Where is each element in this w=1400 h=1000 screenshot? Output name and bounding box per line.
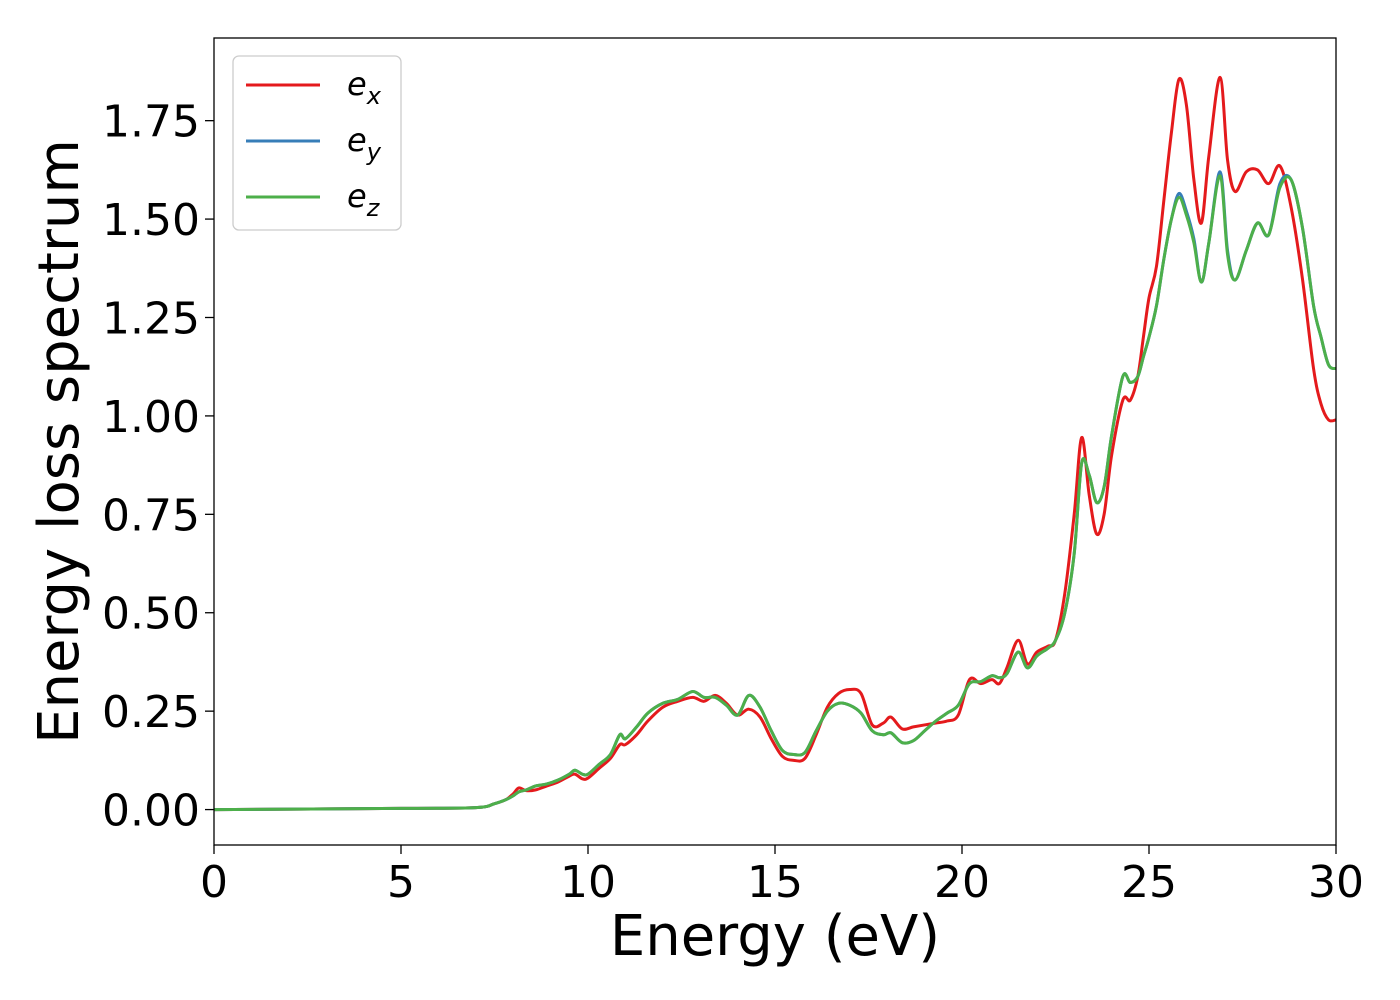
x-tick-label: 10 <box>560 857 616 908</box>
legend-label-y: ey <box>347 121 382 166</box>
legend-box <box>232 55 402 231</box>
y-tick-label: 1.75 <box>102 97 200 148</box>
x-axis: 0 5 10 15 20 25 30 <box>200 845 1364 908</box>
legend: ex ey ez <box>232 55 402 231</box>
x-tick-label: 15 <box>747 857 803 908</box>
y-tick-label: 0.00 <box>102 786 200 837</box>
x-tick-label: 30 <box>1308 857 1364 908</box>
y-tick-label: 1.00 <box>102 392 200 443</box>
legend-label-z: ez <box>347 177 381 222</box>
y-tick-label: 0.25 <box>102 687 200 738</box>
series-line-x <box>214 75 1336 812</box>
y-axis-title: Energy loss spectrum <box>27 139 92 744</box>
x-axis-title: Energy (eV) <box>610 904 940 969</box>
legend-label-x: ex <box>347 65 382 110</box>
y-tick-label: 0.50 <box>102 589 200 640</box>
y-axis: 0.00 0.25 0.50 0.75 1.00 1.25 1.50 1.75 <box>102 97 214 837</box>
x-tick-label: 5 <box>387 857 415 908</box>
y-tick-label: 0.75 <box>102 490 200 541</box>
y-tick-label: 1.50 <box>102 195 200 246</box>
series-line-z <box>214 174 1336 812</box>
series-layer <box>214 75 1336 812</box>
x-tick-label: 0 <box>200 857 228 908</box>
x-tick-label: 25 <box>1121 857 1177 908</box>
x-tick-label: 20 <box>934 857 990 908</box>
y-tick-label: 1.25 <box>102 293 200 344</box>
